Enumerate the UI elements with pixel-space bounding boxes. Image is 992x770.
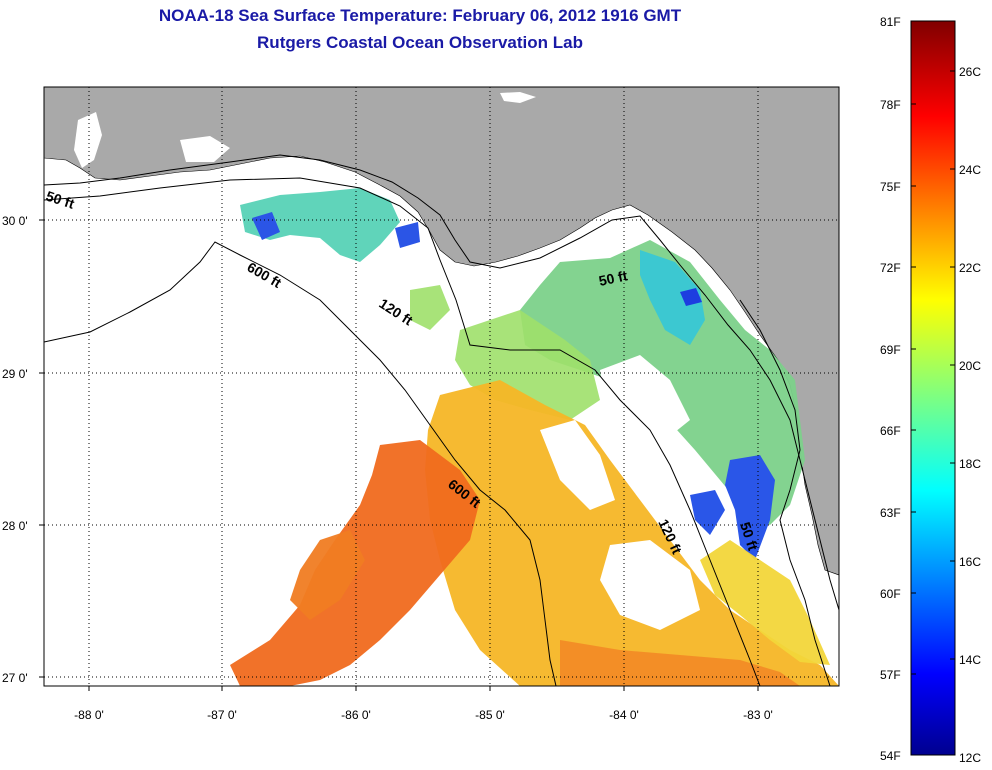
sst-patch-blue [395, 222, 420, 248]
sst-patch-cyan [640, 250, 705, 345]
longitude-label: -86 0' [341, 708, 371, 722]
colorbar-label-c: 16C [959, 555, 981, 569]
lake [500, 92, 536, 103]
contour-label: 50 ft [597, 267, 629, 289]
colorbar-label-f: 75F [880, 180, 901, 194]
bay-inlet [180, 136, 230, 162]
colorbar-label-c: 24C [959, 163, 981, 177]
colorbar-label-f: 66F [880, 424, 901, 438]
cloud-cover [600, 540, 700, 630]
colorbar-label-f: 78F [880, 98, 901, 112]
sst-patch-warm [425, 380, 839, 686]
sst-patch-blue [690, 490, 725, 535]
map-area: 50 ft 600 ft 120 ft 50 ft 600 ft 120 ft … [44, 87, 839, 686]
cloud-cover [540, 420, 615, 510]
colorbar-label-f: 72F [880, 261, 901, 275]
sst-patch-yellow [700, 540, 830, 665]
colorbar-label-f: 54F [880, 749, 901, 763]
map-frame [43, 86, 840, 687]
latitude-label: 27 0' [2, 671, 28, 685]
colorbar-label-f: 57F [880, 668, 901, 682]
latitude-label: 28 0' [2, 519, 28, 533]
latitude-label: 30 0' [2, 214, 28, 228]
bay-inlet [74, 112, 102, 168]
graticule [44, 87, 839, 686]
sst-patch-teal [240, 188, 400, 262]
colorbar-label-c: 22C [959, 261, 981, 275]
map-subtitle: Rutgers Coastal Ocean Observation Lab [257, 33, 583, 52]
colorbar-label-f: 60F [880, 587, 901, 601]
contour-600ft [44, 241, 557, 686]
cloud-cover [600, 355, 690, 440]
sst-patch-blue [725, 455, 775, 560]
latitude-label: 29 0' [2, 367, 28, 381]
colorbar-label-f: 63F [880, 506, 901, 520]
sst-patch-orange [290, 530, 365, 620]
longitude-label: -85 0' [475, 708, 505, 722]
colorbar-label-f: 69F [880, 343, 901, 357]
tick-marks [39, 219, 759, 691]
map-title: NOAA-18 Sea Surface Temperature: Februar… [158, 6, 682, 25]
colorbar-label-c: 18C [959, 457, 981, 471]
colorbar-label-c: 20C [959, 359, 981, 373]
colorbar-ticks [911, 70, 955, 675]
colorbar-label-c: 14C [959, 653, 981, 667]
sst-patch-orange [560, 640, 800, 686]
longitude-label: -87 0' [207, 708, 237, 722]
sst-patch-blue [252, 212, 280, 240]
contour-50ft-se [739, 299, 831, 686]
sst-patch-green [410, 285, 450, 330]
contour-50ft-nw [44, 154, 839, 611]
longitude-label: -84 0' [609, 708, 639, 722]
longitude-label: -83 0' [743, 708, 773, 722]
sst-patch-blue [680, 288, 702, 306]
colorbar [910, 20, 956, 756]
colorbar-label-f: 81F [880, 15, 901, 29]
colorbar-label-c: 26C [959, 65, 981, 79]
colorbar-label-c: 12C [959, 751, 981, 765]
longitude-label: -88 0' [74, 708, 104, 722]
